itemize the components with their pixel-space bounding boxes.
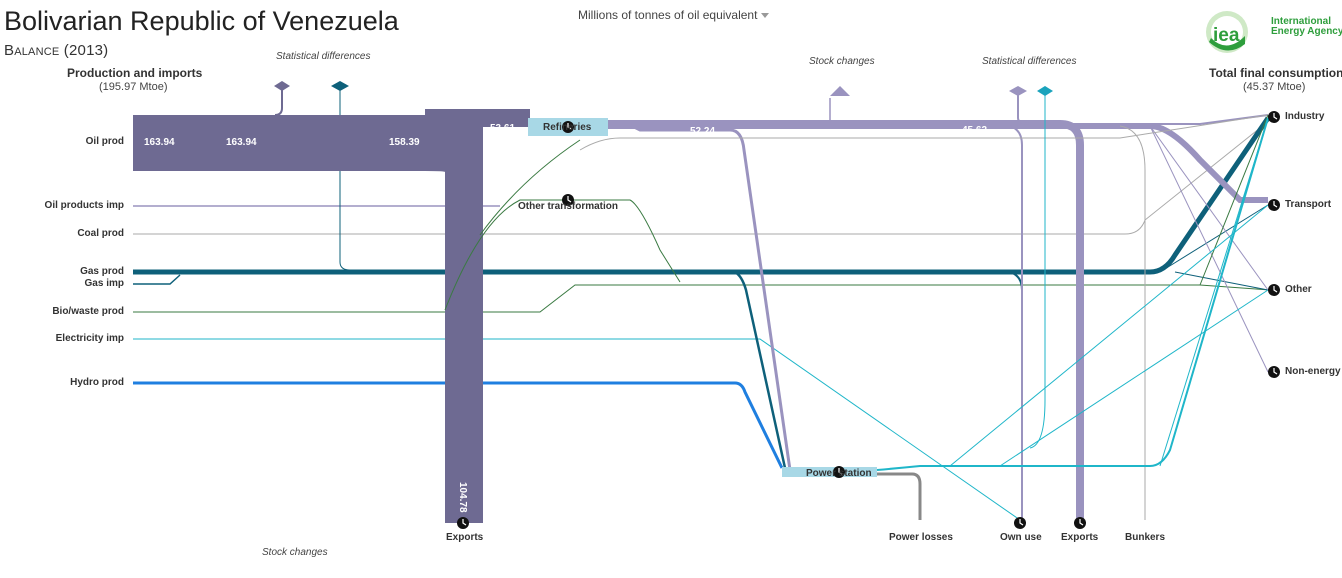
- stat-diff-gas-marker[interactable]: [331, 81, 349, 91]
- iea-logo[interactable]: iea: [1203, 8, 1339, 56]
- chevron-down-icon: [761, 13, 770, 19]
- flow-value-5: 52.24: [690, 126, 715, 137]
- page-title: Bolivarian Republic of Venezuela: [4, 6, 399, 36]
- page-subtitle: Balance (2013): [4, 42, 109, 59]
- exports-left-node-icon[interactable]: [457, 517, 469, 529]
- flow-products-exports[interactable]: [608, 120, 1084, 520]
- flow-value-6: 45.62: [962, 125, 987, 136]
- iea-logo-line1: International: [1271, 16, 1332, 27]
- flow-gas-transport[interactable]: [1159, 204, 1269, 273]
- source-gas-prod[interactable]: Gas prod: [80, 266, 124, 277]
- flow-products-industry[interactable]: [1017, 90, 1269, 125]
- source-coal-prod[interactable]: Coal prod: [77, 228, 124, 239]
- source-oil-prod[interactable]: Oil prod: [85, 136, 124, 147]
- sink-power-losses[interactable]: Power losses: [889, 532, 953, 543]
- production-heading: Production and imports: [67, 66, 203, 80]
- production-total: (195.97 Mtoe): [99, 81, 168, 93]
- flow-gas-other[interactable]: [1174, 271, 1269, 291]
- flow-oil-prod[interactable]: [133, 115, 483, 171]
- flow-products-power[interactable]: [608, 123, 792, 471]
- flow-value-7: 104.78: [457, 482, 468, 513]
- flow-products-transport[interactable]: [608, 123, 1268, 203]
- flow-other-trans-industry[interactable]: [579, 114, 1269, 151]
- other-node-icon[interactable]: [1268, 284, 1280, 296]
- flow-value-4: 53.61: [490, 123, 515, 134]
- flow-products-own-use[interactable]: [1009, 125, 1023, 520]
- stat-diff-left-marker[interactable]: [274, 81, 290, 91]
- flow-teal-stat-diff[interactable]: [1029, 90, 1046, 449]
- stock-changes-marker[interactable]: [830, 86, 850, 96]
- flow-gas-stat-diff[interactable]: [339, 90, 351, 271]
- flow-products-other[interactable]: [1149, 125, 1269, 291]
- flow-oil-exports[interactable]: [425, 115, 483, 523]
- final-other[interactable]: Other: [1285, 284, 1312, 295]
- flow-gas-imp[interactable]: [133, 274, 181, 285]
- flow-electricity-imp[interactable]: [133, 338, 1021, 521]
- stock-changes-bottom-label: Stock changes: [262, 547, 328, 558]
- sink-bunkers[interactable]: Bunkers: [1125, 532, 1166, 543]
- flow-green-refinery[interactable]: [479, 139, 581, 236]
- flow-power-losses[interactable]: [877, 472, 922, 520]
- flow-green-industry[interactable]: [1199, 114, 1269, 286]
- stock-changes-top-label: Stock changes: [809, 56, 875, 67]
- flow-elec-other[interactable]: [999, 289, 1269, 467]
- flow-value-3: 158.39: [389, 137, 420, 148]
- exports-right-node-icon[interactable]: [1074, 517, 1086, 529]
- flow-gas-own-use[interactable]: [1009, 271, 1023, 520]
- iea-logo-mark: iea: [1213, 25, 1240, 46]
- consumption-heading: Total final consumption: [1209, 66, 1342, 80]
- final-non-energy[interactable]: Non-energy: [1285, 366, 1341, 377]
- final-industry[interactable]: Industry: [1285, 111, 1325, 122]
- source-oil-products-imp[interactable]: Oil products imp: [44, 200, 124, 211]
- other-trans-node-icon[interactable]: [562, 194, 574, 206]
- flow-gas-to-power[interactable]: [734, 270, 787, 469]
- refineries-label[interactable]: Refineries: [543, 122, 592, 133]
- power-station-label[interactable]: Power station: [806, 468, 872, 479]
- flow-hydro[interactable]: [133, 381, 784, 469]
- transport-node-icon[interactable]: [1268, 199, 1280, 211]
- flow-elec-industry-2[interactable]: [1159, 117, 1269, 467]
- flow-elec-industry[interactable]: [876, 117, 1269, 471]
- stat-diff-right-marker[interactable]: [1009, 86, 1027, 96]
- iea-logo-line2: Energy Agency: [1271, 26, 1342, 37]
- sink-own-use[interactable]: Own use: [1000, 532, 1042, 543]
- sink-exports-right[interactable]: Exports: [1061, 532, 1099, 543]
- power-station-box[interactable]: [782, 467, 877, 477]
- stat-diff-left-label: Statistical differences: [276, 51, 371, 62]
- flow-biowaste-other-trans[interactable]: [444, 199, 681, 311]
- unit-dropdown[interactable]: Millions of tonnes of oil equivalent: [578, 8, 770, 22]
- flow-value-2: 163.94: [226, 137, 257, 148]
- flow-bunkers[interactable]: [1119, 125, 1146, 520]
- iea-logo-text: International Energy Agency: [1271, 17, 1342, 37]
- flow-gas-prod[interactable]: [133, 116, 1271, 275]
- source-hydro-prod[interactable]: Hydro prod: [70, 377, 124, 388]
- own-use-node-icon[interactable]: [1014, 517, 1026, 529]
- other-transformation-label[interactable]: Other transformation: [518, 201, 619, 212]
- power-station-node-icon[interactable]: [833, 466, 845, 478]
- source-biowaste-prod[interactable]: Bio/waste prod: [52, 306, 124, 317]
- source-electricity-imp[interactable]: Electricity imp: [55, 333, 124, 344]
- nonenergy-node-icon[interactable]: [1268, 366, 1280, 378]
- flow-elec-transport[interactable]: [949, 204, 1269, 467]
- sink-exports-left[interactable]: Exports: [446, 532, 484, 543]
- consumption-total: (45.37 Mtoe): [1243, 81, 1306, 93]
- refineries-node-icon[interactable]: [562, 121, 574, 133]
- unit-dropdown-label: Millions of tonnes of oil equivalent: [578, 8, 758, 22]
- stat-diff-teal-marker[interactable]: [1037, 86, 1053, 96]
- flow-value-1: 163.94: [144, 137, 175, 148]
- final-transport[interactable]: Transport: [1285, 199, 1332, 210]
- source-gas-imp[interactable]: Gas imp: [84, 278, 124, 289]
- flow-biowaste[interactable]: [133, 284, 1271, 313]
- flow-products-nonenergy[interactable]: [1149, 125, 1269, 373]
- stat-diff-right-label: Statistical differences: [982, 56, 1077, 67]
- flow-oil-stat-diff[interactable]: [274, 90, 283, 116]
- industry-node-icon[interactable]: [1268, 111, 1280, 123]
